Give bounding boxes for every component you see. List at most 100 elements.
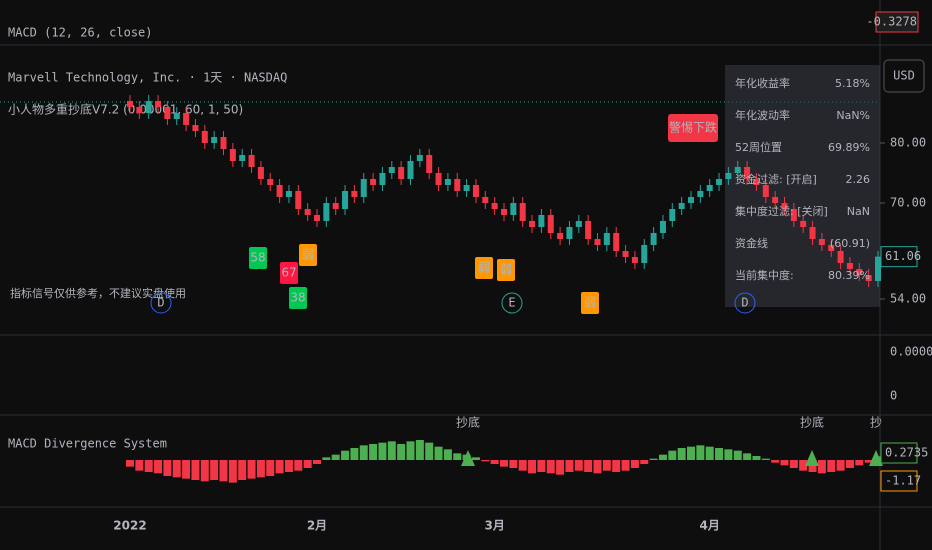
histogram-bar <box>593 460 602 474</box>
candle-body <box>314 215 320 221</box>
candle-body <box>688 197 694 203</box>
candle-body <box>257 167 264 179</box>
candle-body <box>828 245 835 251</box>
candle-body <box>183 113 190 125</box>
candle-body <box>669 209 676 221</box>
candle-body <box>351 191 358 197</box>
event-marker <box>501 292 523 314</box>
candle-body <box>267 179 274 185</box>
signal-marker-box <box>475 257 493 279</box>
histogram-bar <box>172 460 181 478</box>
signal-arrow <box>869 450 883 466</box>
histogram-bar <box>481 460 490 462</box>
currency-button[interactable] <box>883 59 925 93</box>
candle-body <box>304 209 311 215</box>
signal-marker-box <box>299 244 317 266</box>
candle-body <box>566 227 573 239</box>
y-tick-label: 80.00 <box>890 136 926 150</box>
candle-body <box>875 256 881 281</box>
histogram-bar <box>696 445 705 460</box>
histogram-bar <box>490 460 499 464</box>
signal-marker: 58 <box>250 251 265 265</box>
signal-marker: 38 <box>290 291 305 305</box>
candle-body <box>557 233 564 239</box>
tag-box <box>880 442 918 464</box>
disclaimer: 指标信号仅供参考，不建议实盘使用 <box>10 286 186 300</box>
candle-body <box>753 179 760 185</box>
histogram-bar <box>584 460 593 472</box>
candle-body <box>472 185 479 197</box>
candle-body <box>790 209 797 221</box>
candle-body <box>360 179 367 197</box>
histogram-bar <box>500 460 508 467</box>
candle-body <box>276 185 283 197</box>
candle-body <box>220 137 227 149</box>
event-label: E <box>508 296 515 310</box>
histogram-bar <box>247 460 256 479</box>
histogram-bar <box>294 460 303 471</box>
signal-label: 抄底 <box>800 415 824 430</box>
currency[interactable]: USD <box>893 69 915 83</box>
candle-body <box>538 215 545 227</box>
histogram-bar <box>565 460 574 472</box>
candle-body <box>501 209 507 215</box>
histogram-bar <box>602 460 611 471</box>
candle-body <box>192 125 199 131</box>
candle-body <box>772 197 779 203</box>
histogram-bar <box>780 460 789 466</box>
histogram-bar <box>359 445 368 460</box>
histogram-bar <box>845 460 854 468</box>
candle-body <box>846 263 853 269</box>
symbol-title: Marvell Technology, Inc. · 1天 · NASDAQ <box>8 71 287 85</box>
last-price-box <box>880 246 918 268</box>
histogram-bar <box>677 448 686 460</box>
histogram-bar <box>135 460 144 471</box>
histogram-bar <box>518 460 527 471</box>
histogram-bar <box>200 460 209 482</box>
candle-body <box>650 233 657 245</box>
histogram-bar <box>761 458 770 460</box>
candle-body <box>697 191 704 197</box>
candle-body <box>379 173 386 185</box>
candle-body <box>744 167 751 179</box>
histogram-bar <box>219 460 228 482</box>
histogram-bar <box>443 449 452 460</box>
table-label: 52周位置 <box>735 140 782 154</box>
stats-table <box>725 65 880 307</box>
histogram-bar <box>743 453 752 460</box>
candle-body <box>659 221 666 233</box>
top-tag: -0.3278 <box>866 15 917 29</box>
histogram-bar <box>836 460 845 471</box>
signal-marker-box <box>280 262 298 284</box>
event-label: D <box>157 296 164 310</box>
candle-body <box>631 257 638 263</box>
candle-body <box>725 173 732 179</box>
histogram-bar <box>453 453 462 460</box>
table-value: NaN <box>847 205 870 218</box>
histogram-bar <box>621 460 630 471</box>
histogram-bar <box>546 460 555 474</box>
macd-title: MACD Divergence System <box>8 437 167 451</box>
candle-body <box>678 203 685 209</box>
histogram-bar <box>313 460 321 464</box>
candle-body <box>416 155 423 161</box>
candle-body <box>323 203 330 221</box>
signal-label: 抄底 <box>456 415 480 430</box>
candle-body <box>388 167 395 173</box>
histogram-bar <box>649 458 658 460</box>
candle-body <box>706 185 713 191</box>
candle-body <box>342 191 349 209</box>
histogram-bar <box>238 460 247 480</box>
histogram-bar <box>827 460 836 472</box>
table-value: 2.26 <box>846 173 871 186</box>
candle-body <box>510 203 517 215</box>
histogram-bar <box>855 460 864 466</box>
histogram-bar <box>715 448 724 460</box>
signal-arrow <box>461 450 475 466</box>
histogram-bar <box>668 450 677 460</box>
candle-body <box>136 107 143 113</box>
histogram-bar <box>303 460 312 468</box>
histogram-bar <box>537 460 546 472</box>
histogram-bar <box>163 460 172 476</box>
table-label: 年化收益率 <box>735 76 790 90</box>
